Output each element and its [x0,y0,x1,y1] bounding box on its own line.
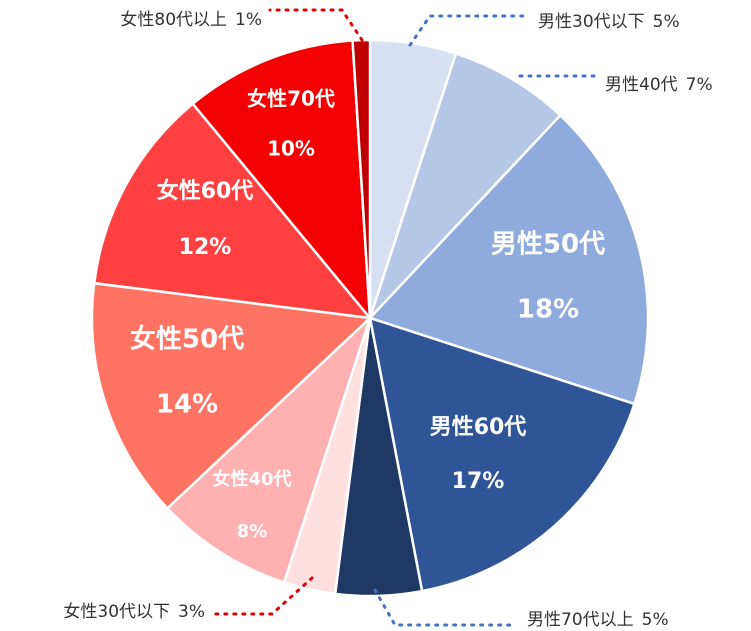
category-name: 男性60代 [430,415,527,440]
pie-slice [367,113,650,406]
category-name: 男性50代 [491,230,605,260]
category-name: 女性60代 [157,178,254,204]
slice-label: 男性40代 7% [605,75,713,95]
pie-slice [165,317,372,584]
slice-label: 女性30代以下 3% [63,602,205,622]
category-name: 女性30代以下 [63,602,170,622]
category-name: 女性40代 [212,468,291,490]
category-name: 男性70代以上 [527,610,634,630]
value-label: 10% [267,137,315,161]
category-name: 女性80代以上 [120,10,227,30]
value-label: 1% [235,10,262,30]
category-name: 男性40代 [605,75,678,95]
slice-label: 男性30代以下 5% [538,12,680,32]
leader-line [373,588,517,627]
pie-slice [92,102,373,320]
slice-label: 女性80代以上 1% [120,10,262,30]
value-label: 8% [237,521,268,542]
leader-line [208,576,314,616]
value-label: 18% [517,295,579,325]
leader-line [408,14,527,47]
value-label: 3% [178,602,205,622]
leader-line [268,8,364,42]
value-label: 12% [179,235,232,260]
value-label: 17% [452,469,505,494]
value-label: 5% [642,610,669,630]
pie-slice [368,316,636,593]
value-label: 7% [686,75,713,95]
slice-label: 男性70代以上 5% [527,610,669,630]
pie-slice [191,39,372,322]
category-name: 女性70代 [247,87,335,111]
category-name: 女性50代 [130,324,244,355]
pie-slice [90,281,373,511]
value-label: 14% [156,390,218,420]
category-name: 男性30代以下 [538,12,645,32]
pie-slice [368,52,563,319]
value-label: 5% [653,12,680,32]
